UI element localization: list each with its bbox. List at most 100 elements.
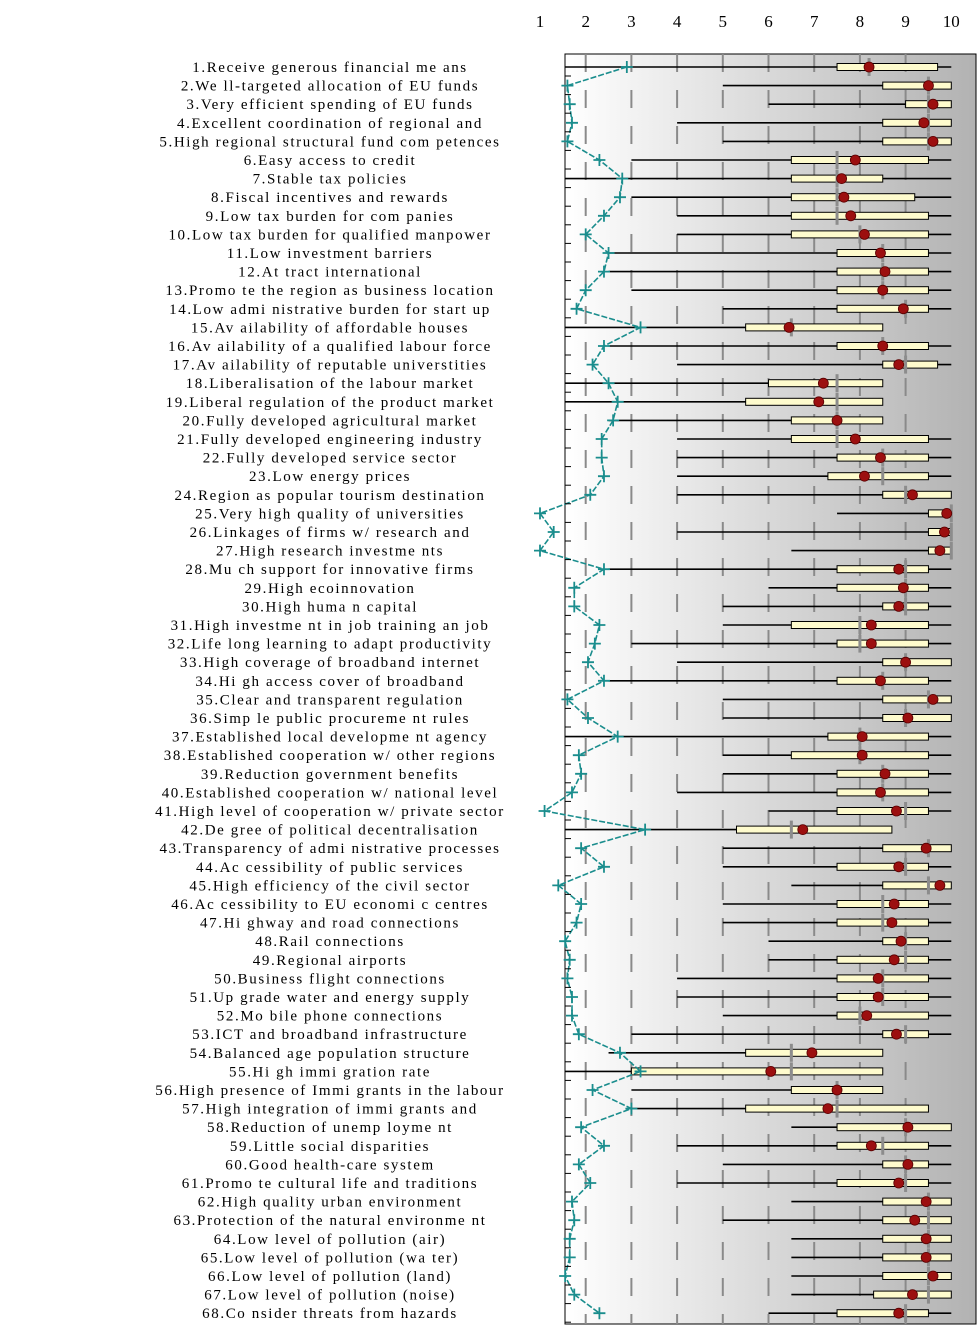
plus-marker [572,1158,585,1171]
x-tick-label: 4 [673,12,682,31]
mean-dot [888,898,900,910]
plus-marker [597,209,610,222]
plus-marker [572,749,585,762]
row-label: 26.Linkages of firms w/ research and [190,525,471,541]
box [836,1011,929,1020]
mean-dot [923,80,934,91]
plus-marker [597,563,610,576]
box [836,1309,929,1318]
plus-marker [575,767,588,780]
row-label: 9.Low tax burden for com panies [206,209,455,225]
row-label: 2.We ll-targeted allocation of EU funds [181,79,479,95]
box [836,63,939,71]
row-label: 57.High integration of immi grants and [182,1102,478,1118]
row-label: 4.Excellent coordination of regional and [177,116,483,132]
box [836,304,929,313]
plus-marker [563,1232,576,1245]
mean-dot [893,1177,905,1189]
plus-marker [565,991,578,1003]
plus-marker [593,154,606,166]
plus-marker [534,544,546,557]
plus-marker [597,860,610,873]
mean-dot [893,563,905,575]
plus-marker [639,823,652,836]
row-label: 52.Mo bile phone connections [217,1009,443,1025]
mean-dot [897,582,909,594]
row-label: 19.Liberal regulation of the product mar… [166,395,495,411]
plus-marker [634,1065,647,1078]
mean-dot [879,768,891,780]
mean-dot [856,731,868,742]
plus-marker [611,730,624,743]
plus-marker [561,79,574,92]
row-label: 62.High quality urban environment [198,1195,462,1211]
plus-marker [568,1288,581,1301]
mean-dot [888,954,900,966]
row-labels: 1.Receive generous financial me ans 2.We … [155,60,504,1322]
plus-marker [559,1270,572,1282]
plus-marker [563,1251,576,1264]
row-label: 37.Established local developme nt agency [172,730,488,746]
mean-dot [920,1233,932,1245]
plus-marker [581,712,594,724]
plus-marker [561,972,574,985]
mean-dot [902,712,914,724]
mean-dot [920,1196,932,1207]
row-label: 48.Rail connections [255,934,405,950]
box [836,807,929,815]
plus-marker [634,321,647,334]
plus-marker [595,451,608,464]
row-label: 14.Low admi nistrative burden for start … [169,302,491,318]
x-tick-label: 10 [943,12,960,31]
x-tick-label: 7 [810,12,819,31]
box [836,862,929,871]
box [827,472,929,481]
x-tick-labels: 1 2 3 4 5 6 7 8 9 10 [536,12,960,31]
plus-marker [597,265,610,278]
mean-dot [907,1289,918,1300]
row-label: 7.Stable tax policies [253,172,408,188]
mean-dot [900,656,911,668]
row-label: 30.High huma n capital [242,599,418,615]
row-label: 54.Balanced age population structure [190,1046,471,1062]
mean-dot [831,1084,843,1096]
plus-marker [586,1084,599,1096]
plus-marker [565,786,578,799]
mean-dot [865,1140,877,1152]
mean-dot [859,228,870,240]
plus-marker [586,358,599,371]
row-label: 47.Hi ghway and road connections [200,916,460,932]
mean-dot [941,508,953,519]
box [736,825,893,834]
mean-dot [934,880,946,891]
box [882,1272,952,1280]
plus-marker [593,619,606,631]
mean-dot [907,489,918,501]
mean-dot [893,359,905,371]
mean-dot [875,787,886,798]
trend-polyline [538,66,646,1314]
x-tick-label: 9 [901,12,910,31]
row-label: 1.Receive generous financial me ans [192,60,468,76]
plus-marker [568,1214,581,1227]
mean-dot [893,861,905,873]
row-label: 27.High research investme nts [216,544,444,560]
plus-marker [579,228,592,241]
plus-marker [584,1177,597,1189]
mean-dot [893,1307,905,1319]
plus-marker [575,1121,588,1134]
row-label: 24.Region as popular tourism destination [174,488,485,504]
row-label: 56.High presence of Immi grants in the l… [155,1083,504,1099]
mean-dot [920,842,932,854]
row-label: 5.High regional structural fund com pete… [159,134,500,150]
row-label: 29.High ecoinnovation [244,581,415,597]
row-label: 40.Established cooperation w/ national l… [162,785,499,801]
plus-marker [561,693,574,706]
mean-dot [902,1121,914,1133]
row-label: 21.Fully developed engineering industry [177,432,483,448]
row-label: 8.Fiscal incentives and rewards [211,190,449,206]
row-label: 66.Low level of pollution (land) [208,1269,452,1285]
mean-dot [875,247,886,259]
mean-dot [863,61,875,73]
